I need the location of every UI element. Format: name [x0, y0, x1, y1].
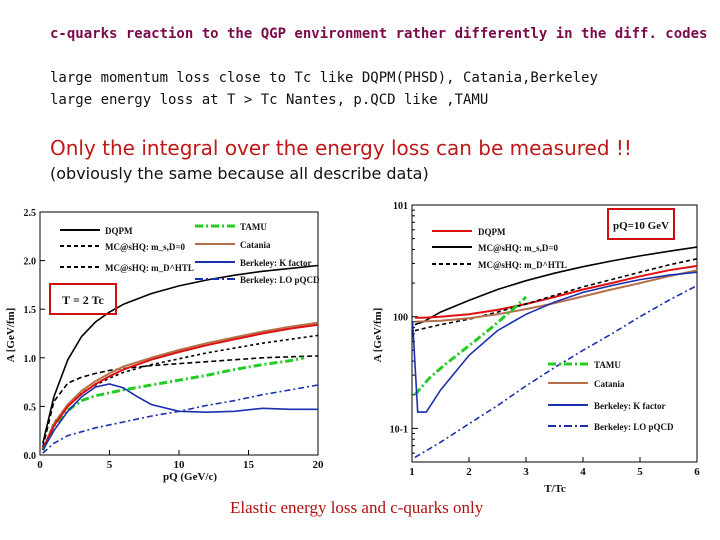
chart1-series-line — [42, 355, 319, 448]
note-statement: (obviously the same because all describe… — [50, 164, 429, 183]
chart1-legend-label: MC@sHQ: m_D^HTL — [105, 263, 194, 273]
chart1-ytick-label: 1.0 — [24, 354, 37, 365]
chart2-ytick-label: 101 — [393, 201, 408, 212]
chart2-series-line — [414, 258, 698, 332]
chart1-series-line — [42, 384, 319, 454]
chart2-series-line — [414, 246, 698, 326]
chart1-xtick-label: 5 — [107, 459, 113, 471]
chart1-xtick-label: 0 — [37, 459, 43, 471]
chart1-legend-label: MC@sHQ: m_s,D=0 — [105, 242, 185, 252]
chart1-ytick-label: 2.0 — [24, 257, 37, 268]
chart1-xlabel: pQ (GeV/c) — [163, 471, 217, 483]
chart2-legend-label: Catania — [594, 379, 625, 389]
chart1-series-line — [41, 321, 319, 451]
statement-line-1: large momentum loss close to Tc like DQP… — [50, 70, 598, 86]
chart2-series-line — [413, 295, 528, 396]
chart1-xtick-label: 20 — [313, 459, 325, 471]
chart2-xtick-label: 5 — [637, 466, 643, 478]
chart2-ylabel: A [GeV/fm] — [372, 308, 384, 363]
chart2-ytick-label: 10-1 — [390, 424, 408, 435]
chart2-xtick-label: 6 — [694, 466, 700, 478]
chart1-ytick-label: 2.5 — [24, 208, 37, 219]
chart1-series-line — [42, 383, 318, 451]
chart2-annotation-box — [607, 208, 675, 240]
chart1-ytick-label: 0.5 — [24, 402, 37, 413]
chart1-annotation-box — [49, 283, 117, 315]
statement-line-2: large energy loss at T > Tc Nantes, p.QC… — [50, 92, 489, 108]
chart2-legend-label: DQPM — [478, 227, 506, 237]
chart1-ytick-label: 0.0 — [24, 451, 37, 462]
chart1-annotation: T = 2 Tc — [62, 293, 104, 307]
chart2-ytick-label: 100 — [393, 313, 408, 324]
chart2-legend-label: Berkeley: K factor — [594, 401, 665, 411]
chart1-ytick-label: 1.5 — [24, 305, 37, 316]
chart2-xtick-label: 2 — [466, 466, 472, 478]
chart1-series-line — [42, 264, 319, 444]
chart1-legend-label: DQPM — [105, 226, 133, 236]
highlight-statement: Only the integral over the energy loss c… — [50, 136, 632, 160]
chart1-xtick-label: 10 — [174, 459, 186, 471]
chart2-series-line — [414, 284, 698, 459]
chart2-legend-label: Berkeley: LO pQCD — [594, 422, 674, 432]
chart2-xtick-label: 1 — [409, 466, 415, 478]
chart2-xlabel: T/Tc — [544, 483, 566, 495]
figure-caption: Elastic energy loss and c-quarks only — [230, 498, 484, 517]
chart2-legend-label: MC@sHQ: m_s,D=0 — [478, 243, 558, 253]
chart2-series-line — [414, 269, 698, 323]
chart1-ylabel: A [GeV/fm] — [5, 308, 17, 363]
chart1-legend-label: Berkeley: K factor — [240, 258, 311, 268]
chart2-annotation: pQ=10 GeV — [613, 220, 669, 232]
chart1-legend-label: TAMU — [240, 222, 267, 232]
chart1-legend-label: Catania — [240, 240, 271, 250]
chart1-legend-label: Berkeley: LO pQCD — [240, 275, 320, 285]
chart2-series-line — [411, 271, 698, 413]
chart1-series-line — [41, 323, 319, 450]
chart1-xtick-label: 15 — [243, 459, 255, 471]
chart2-xtick-label: 4 — [580, 466, 586, 478]
slide-title: c-quarks reaction to the QGP environment… — [50, 26, 708, 42]
chart2-legend-label: MC@sHQ: m_D^HTL — [478, 260, 567, 270]
chart2-legend-label: TAMU — [594, 360, 621, 370]
chart2-xtick-label: 3 — [523, 466, 529, 478]
chart1-series-line — [41, 356, 305, 451]
